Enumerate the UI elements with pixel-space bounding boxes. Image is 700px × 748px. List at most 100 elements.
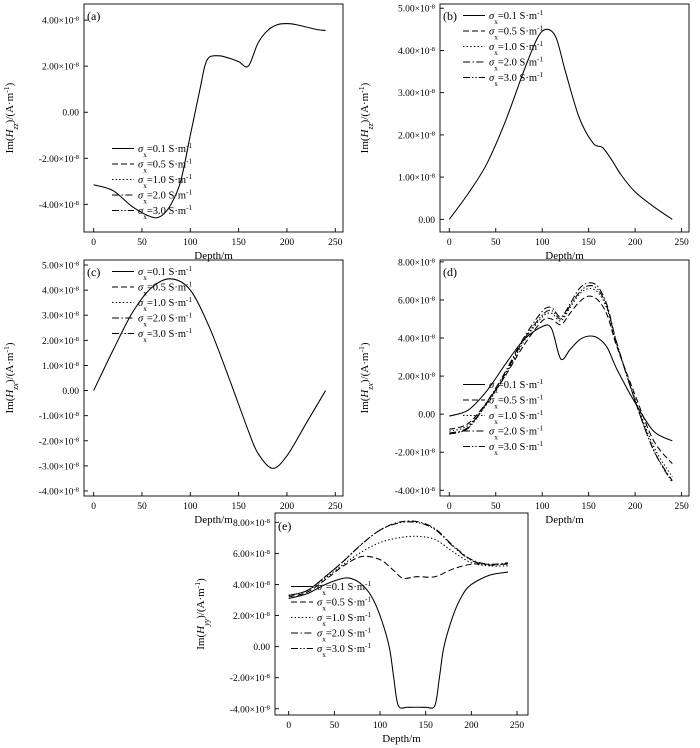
series-line-0: [448, 28, 673, 220]
legend-entry: σx=1.0 S·m-1: [138, 295, 192, 313]
x-tick-label: 250: [328, 502, 343, 512]
legend-entry: σx=3.0 S·m-1: [489, 439, 543, 457]
y-axis-label: Im(Hzz)/(A·m-1): [357, 82, 375, 153]
x-axis-label: Depth/m: [194, 250, 233, 262]
x-axis-label: Depth/m: [194, 514, 233, 526]
x-tick-label: 200: [464, 721, 479, 731]
x-tick-label: 200: [280, 238, 295, 248]
y-tick-label: 2.00×10-8: [42, 61, 80, 73]
x-tick-label: 50: [491, 238, 501, 248]
panel-label: (d): [443, 265, 457, 279]
y-axis-label: Im(Hzx)/(A·m-1): [357, 342, 375, 413]
x-tick-label: 100: [183, 238, 198, 248]
y-tick-label: -1.00×10-8: [39, 411, 80, 423]
x-tick-label: 50: [137, 502, 147, 512]
legend-entry: σx=1.0 S·m-1: [317, 610, 371, 628]
y-tick-label: -4.00×10-8: [39, 486, 80, 498]
x-tick-label: 100: [373, 721, 388, 731]
y-tick-label: 0.00: [62, 109, 79, 119]
legend-entry: σx=0.1 S·m-1: [138, 264, 192, 282]
legend-entry: σx=1.0 S·m-1: [489, 408, 543, 426]
series-line-4: [288, 521, 508, 596]
panel-0: 0 50 100 150 200 250 -4.00×10-8 -2.00×10-8 0.00 2…: [2, 3, 344, 262]
panel-label: (c): [87, 265, 100, 279]
panel-4: 0 50 100 150 200 250 -4.00×10-8 -2.00×10-8 0.00 2…: [193, 512, 529, 745]
y-tick-label: -2.00×10-8: [39, 436, 80, 448]
x-tick-label: 150: [582, 238, 597, 248]
legend-entry: σx=0.5 S·m-1: [317, 594, 371, 612]
x-tick-label: 150: [232, 502, 247, 512]
y-tick-label: 4.00×10-8: [233, 579, 271, 591]
series-line-3: [449, 282, 673, 482]
series-line-2: [449, 287, 673, 478]
panel-2: 0 50 100 150 200 250 -4.00×10-8 -3.00×10-8 -2.00…: [2, 259, 344, 526]
x-tick-label: 150: [232, 238, 247, 248]
y-tick-label: -4.00×10-8: [395, 485, 436, 497]
y-tick-label: 2.00×10-8: [398, 371, 436, 383]
y-tick-label: -2.00×10-8: [395, 447, 436, 459]
y-tick-label: 0.00: [62, 387, 79, 397]
y-tick-label: 5.00×10-8: [398, 3, 436, 15]
legend-entry: σx=0.5 S·m-1: [138, 279, 192, 297]
series-line-0: [288, 571, 508, 709]
y-tick-label: 1.00×10-8: [42, 360, 80, 372]
series-line-2: [288, 535, 508, 596]
y-axis-label: Im(Hzx)/(A·m-1): [2, 342, 20, 413]
x-tick-label: 200: [280, 502, 295, 512]
plot-frame: [274, 512, 529, 716]
y-tick-label: 0.00: [418, 216, 435, 226]
legend-entry: σx=2.0 S·m-1: [317, 625, 371, 643]
y-tick-label: -3.00×10-8: [39, 461, 80, 473]
legend-entry: σx=2.0 S·m-1: [489, 423, 543, 441]
y-tick-label: 2.00×10-8: [398, 130, 436, 142]
x-tick-label: 0: [286, 721, 291, 731]
y-tick-label: 4.00×10-8: [398, 333, 436, 345]
y-tick-label: -2.00×10-8: [230, 673, 271, 685]
x-tick-label: 200: [628, 502, 643, 512]
legend: σx=0.1 S·m-1σx=0.5 S·m-1σx=1.0 S·m-1σx=2…: [112, 264, 192, 344]
x-axis-label: Depth/m: [545, 250, 584, 262]
y-tick-label: 4.00×10-8: [398, 45, 436, 57]
legend: σx=0.1 S·m-1σx=0.5 S·m-1σx=1.0 S·m-1σx=2…: [463, 377, 543, 457]
x-axis-label: Depth/m: [382, 733, 421, 745]
x-tick-label: 0: [447, 238, 452, 248]
y-tick-label: 4.00×10-8: [42, 285, 80, 297]
legend-entry: σx=1.0 S·m-1: [138, 172, 192, 190]
x-tick-label: 150: [419, 721, 434, 731]
x-tick-label: 100: [535, 238, 550, 248]
legend: σx=0.1 S·m-1σx=0.5 S·m-1σx=1.0 S·m-1σx=2…: [112, 141, 192, 221]
y-tick-label: -2.00×10-8: [39, 153, 80, 165]
panel-3: 0 50 100 150 200 250 -4.00×10-8 -2.00×10-8 0.00 2…: [357, 257, 690, 526]
x-tick-label: 0: [447, 502, 452, 512]
x-tick-label: 50: [137, 238, 147, 248]
series-line-1: [288, 555, 508, 598]
x-axis-label: Depth/m: [545, 514, 584, 526]
legend-entry: σx=3.0 S·m-1: [317, 641, 371, 659]
y-tick-label: 3.00×10-8: [398, 88, 436, 100]
legend-entry: σx=2.0 S·m-1: [138, 187, 192, 205]
x-tick-label: 250: [674, 238, 689, 248]
y-tick-label: 8.00×10-8: [398, 257, 436, 269]
x-tick-label: 250: [510, 721, 525, 731]
legend-entry: σx=0.5 S·m-1: [138, 156, 192, 174]
legend: σx=0.1 S·m-1σx=0.5 S·m-1σx=1.0 S·m-1σx=2…: [463, 8, 543, 88]
plot-frame: [83, 259, 344, 497]
plot-frame: [439, 259, 690, 497]
y-axis-label: Im(Hzz)/(A·m-1): [2, 82, 20, 153]
y-tick-label: 1.00×10-8: [398, 172, 436, 184]
y-tick-label: -4.00×10-8: [230, 704, 271, 716]
legend-entry: σx=3.0 S·m-1: [138, 203, 192, 221]
legend-entry: σx=0.5 S·m-1: [489, 392, 543, 410]
series-line-0: [93, 23, 326, 219]
y-tick-label: 0.00: [253, 643, 270, 653]
y-tick-label: 4.00×10-8: [42, 15, 80, 27]
y-tick-label: 5.00×10-8: [42, 260, 80, 272]
legend-entry: σx=0.1 S·m-1: [317, 579, 371, 597]
panel-1: 0 50 100 150 200 250 0.00 1.00×10-8 2.00×10-8 3.0…: [357, 3, 690, 262]
x-tick-label: 250: [328, 238, 343, 248]
series-line-0: [449, 324, 673, 442]
x-tick-label: 250: [674, 502, 689, 512]
y-axis-label: Im(Hyy)/(A·m-1): [193, 578, 211, 650]
x-tick-label: 50: [491, 502, 501, 512]
